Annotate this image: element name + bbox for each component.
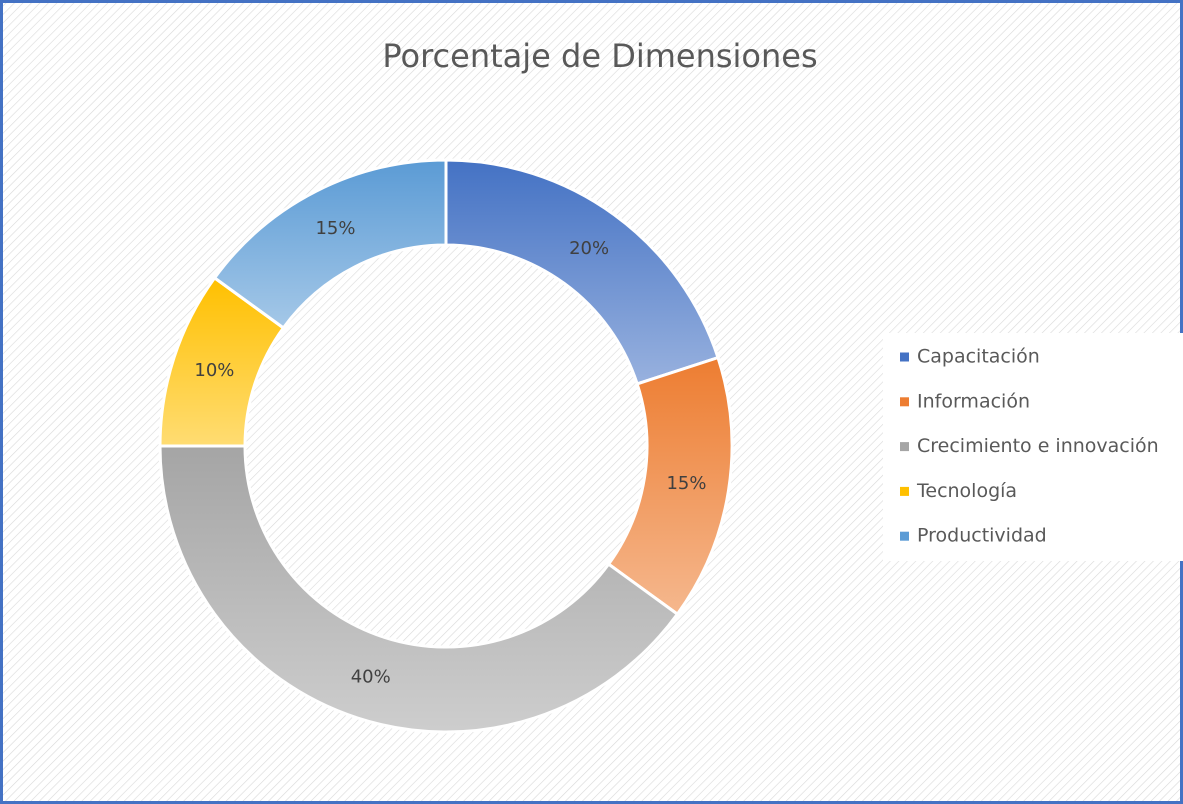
legend-label: Capacitación <box>917 346 1040 368</box>
legend-label: Información <box>917 390 1030 412</box>
slice-shade <box>446 160 719 384</box>
slice-shade <box>160 277 284 446</box>
data-label: 10% <box>194 360 234 381</box>
legend-label: Crecimiento e innovación <box>917 435 1159 457</box>
chart-title: Porcentaje de Dimensiones <box>382 37 817 75</box>
legend-swatch <box>900 352 909 362</box>
slice-shade <box>214 160 446 328</box>
legend-label: Tecnología <box>916 480 1017 502</box>
data-label: 40% <box>351 667 391 688</box>
slice-shade <box>608 357 732 615</box>
legend-swatch <box>900 531 909 541</box>
legend-swatch <box>900 397 909 407</box>
legend-label: Productividad <box>917 525 1047 547</box>
legend-swatch <box>900 442 909 452</box>
data-label: 15% <box>315 218 355 239</box>
data-label: 15% <box>666 473 706 494</box>
legend-box <box>883 333 1183 561</box>
legend-swatch <box>900 486 909 496</box>
slice-shade <box>160 446 678 732</box>
data-label: 20% <box>569 238 609 259</box>
